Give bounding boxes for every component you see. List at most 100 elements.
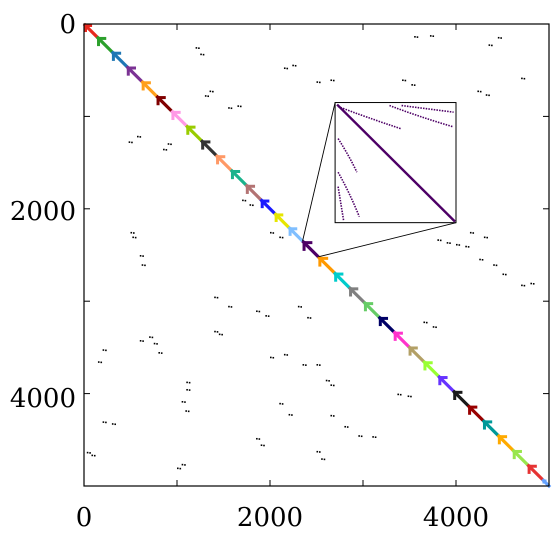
offdiag-point-59-b (100, 361, 103, 364)
diagonal-block-25-diag (451, 389, 471, 408)
diagonal-block-30-diag (526, 463, 545, 482)
diagonal-block-10-row (230, 169, 241, 173)
offdiag-point-4 (488, 44, 491, 46)
offdiag-point-14 (402, 79, 404, 82)
offdiag-point-81 (91, 454, 94, 457)
y-tick-label-2000: 2000 (10, 197, 76, 227)
offdiag-point-0 (195, 47, 198, 49)
offdiag-point-16-b (479, 90, 482, 93)
diagonal-block-31-col (542, 479, 546, 484)
diagonal-block-12-col (260, 199, 264, 209)
offdiag-point-41 (502, 273, 505, 276)
diagonal-block-14-diag (287, 226, 305, 244)
offdiag-point-80 (86, 451, 89, 454)
diagonal-blocks (82, 22, 552, 489)
offdiag-point-30-b (134, 236, 137, 239)
offdiag-point-34 (446, 242, 449, 244)
diagonal-block-28 (496, 433, 515, 453)
diagonal-block-4-col (141, 81, 145, 91)
diagonal-block-23-diag (422, 359, 441, 379)
diagonal-block-9-row (216, 155, 226, 159)
diagonal-block-3-col (126, 66, 130, 76)
offdiag-point-62 (302, 364, 305, 366)
diagonal-block-0 (82, 22, 100, 40)
diagonal-block-17-row (334, 272, 344, 276)
diagonal-block-9-diag (214, 153, 234, 173)
offdiag-point-40 (493, 264, 495, 266)
diagonal-block-24 (437, 374, 456, 394)
diagonal-block-8-col (201, 140, 205, 150)
diagonal-block-21-diag (392, 330, 411, 349)
offdiag-point-60-b (272, 356, 275, 359)
diagonal-block-7-row (186, 125, 196, 129)
offdiag-point-54-b (156, 343, 158, 345)
inset-band-3 (401, 104, 454, 113)
offdiag-point-78 (102, 421, 105, 423)
diagonal-block-21-col (393, 331, 397, 341)
offdiag-point-71-b (410, 395, 412, 398)
offdiag-point-58 (102, 349, 105, 351)
diagonal-block-18-col (349, 287, 353, 297)
offdiag-point-63-b (319, 364, 321, 366)
offdiag-point-25 (242, 199, 244, 202)
offdiag-point-78-b (105, 421, 107, 424)
diagonal-block-7-diag (185, 124, 204, 143)
offdiag-point-61-b (286, 354, 289, 356)
offdiag-point-12-b (230, 107, 233, 110)
diagonal-block-0-col (84, 24, 87, 33)
offdiag-point-27-b (272, 232, 275, 234)
offdiag-point-79 (111, 423, 114, 425)
offdiag-point-60 (270, 356, 272, 359)
diagonal-block-13-col (274, 213, 278, 223)
offdiag-point-73 (288, 413, 291, 416)
offdiag-point-10 (204, 95, 207, 97)
diagonal-block-21-row (393, 331, 403, 335)
offdiag-point-14-b (404, 79, 407, 82)
diagonal-block-18 (347, 286, 367, 305)
diagonal-block-9 (214, 153, 234, 173)
offdiag-point-8-b (319, 81, 321, 84)
inset-band-1 (337, 105, 402, 130)
inset-connector-bottom (318, 222, 457, 258)
x-tick-label-0: 0 (76, 503, 93, 533)
diagonal-block-28-diag (496, 433, 515, 453)
diagonal-block-27-diag (481, 419, 501, 438)
offdiag-point-55-b (160, 352, 163, 354)
offdiag-point-50-b (216, 331, 219, 333)
offdiag-point-83-b (263, 444, 265, 447)
diagonal-block-12 (259, 198, 277, 216)
offdiag-point-87-b (323, 458, 326, 461)
offdiag-point-29-b (133, 232, 135, 234)
offdiag-point-34-b (449, 242, 451, 244)
diagonal-block-16-row (318, 256, 329, 260)
diagonal-block-28-row (497, 435, 508, 439)
offdiag-point-86-b (319, 451, 321, 453)
offdiag-point-46-b (258, 310, 261, 313)
offdiag-point-51 (218, 333, 221, 336)
diagonal-block-3 (125, 65, 144, 84)
diagonal-block-4-diag (140, 80, 159, 99)
offdiag-point-68-b (184, 401, 186, 403)
diagonal-block-11-col (245, 184, 249, 194)
offdiag-point-16 (477, 90, 479, 93)
diagonal-block-2 (110, 50, 130, 69)
diagonal-block-8 (199, 139, 219, 158)
offdiag-point-33 (437, 239, 439, 241)
offdiag-point-17-b (488, 94, 490, 97)
diagonal-block-29-col (512, 449, 516, 460)
diagonal-block-1-col (97, 36, 101, 47)
offdiag-point-29 (130, 231, 133, 234)
offdiag-point-39-b (481, 258, 484, 261)
offdiag-point-2-b (416, 36, 419, 38)
offdiag-point-40-b (495, 264, 498, 267)
offdiag-point-21-b (165, 149, 168, 151)
offdiag-point-54 (153, 342, 156, 345)
offdiag-point-6-b (286, 67, 289, 70)
offdiag-point-35-b (458, 244, 461, 246)
offdiag-point-3-b (432, 35, 435, 37)
offdiag-point-61 (283, 353, 286, 356)
offdiag-point-0-b (198, 47, 200, 49)
offdiag-point-11 (209, 90, 212, 93)
offdiag-point-85-b (184, 464, 186, 466)
offdiag-point-18-b (523, 77, 526, 80)
